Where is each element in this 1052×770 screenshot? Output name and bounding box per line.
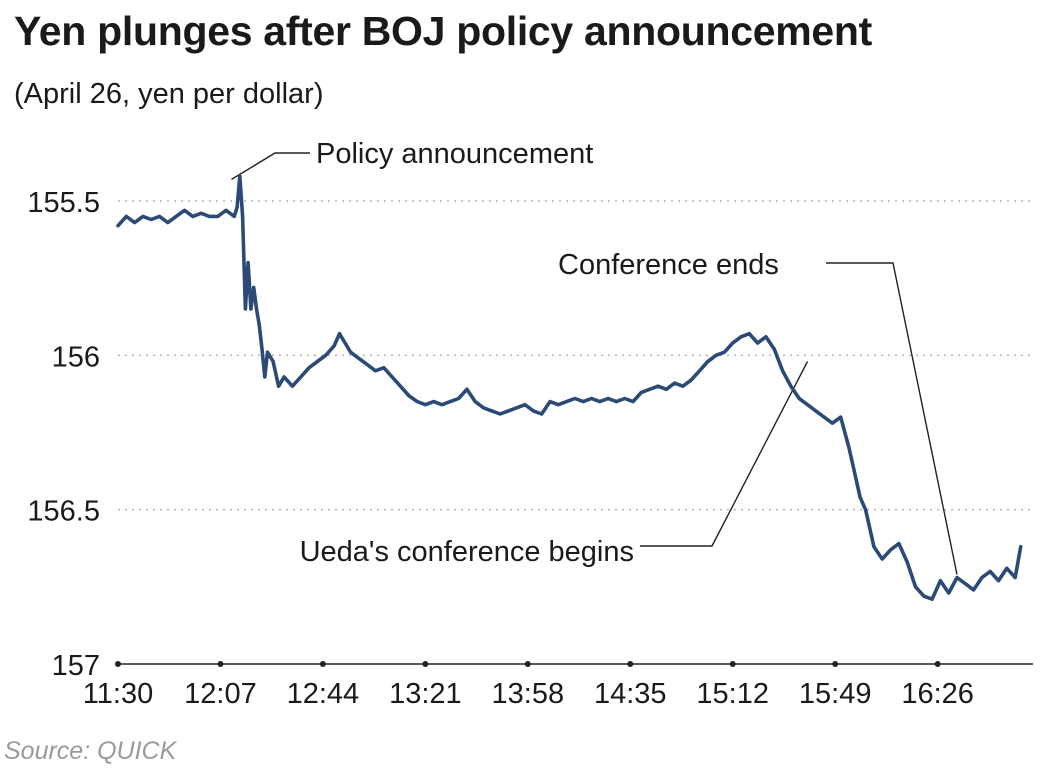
x-tick-label: 13:21 bbox=[389, 678, 462, 710]
annotation-leader-line bbox=[640, 361, 809, 547]
x-tick-mark bbox=[422, 660, 429, 667]
x-tick-mark bbox=[832, 660, 839, 667]
chart-title: Yen plunges after BOJ policy announcemen… bbox=[14, 8, 872, 54]
x-tick-mark bbox=[319, 660, 326, 667]
annotation-label: Policy announcement bbox=[316, 138, 593, 170]
x-tick-label: 13:58 bbox=[492, 678, 565, 710]
y-tick-label: 155.5 bbox=[27, 187, 100, 219]
gridlines bbox=[118, 200, 1033, 511]
annotation-leader-line bbox=[826, 262, 958, 575]
x-tick-mark bbox=[934, 660, 941, 667]
x-tick-label: 15:49 bbox=[799, 678, 872, 710]
line-chart: 155.5 156 156.5 157 11:30 12:07 12:44 13:21 13:… bbox=[27, 138, 1033, 710]
x-tick-label: 11:30 bbox=[83, 678, 153, 710]
x-tick-label: 12:07 bbox=[184, 678, 257, 710]
annotation-label: Ueda's conference begins bbox=[300, 536, 634, 568]
x-tick-label: 12:44 bbox=[287, 678, 360, 710]
x-tick-mark bbox=[217, 660, 224, 667]
annotation-leader-line bbox=[231, 152, 310, 180]
x-tick-mark bbox=[524, 660, 531, 667]
source-note: Source: QUICK bbox=[4, 737, 177, 765]
x-tick-mark bbox=[115, 660, 121, 667]
x-axis bbox=[115, 660, 1033, 667]
x-axis-labels: 11:30 12:07 12:44 13:21 13:58 14:35 15:12 15:49… bbox=[83, 678, 974, 710]
y-tick-label: 156 bbox=[52, 341, 100, 373]
y-axis-labels: 155.5 156 156.5 157 bbox=[27, 187, 100, 682]
annotations: Policy announcement Conference ends Ueda's… bbox=[231, 138, 958, 575]
x-tick-mark bbox=[627, 660, 634, 667]
y-tick-label: 157 bbox=[52, 650, 100, 682]
x-tick-mark bbox=[729, 660, 736, 667]
y-tick-label: 156.5 bbox=[27, 496, 100, 528]
annotation-label: Conference ends bbox=[558, 249, 779, 281]
series-line bbox=[116, 174, 1023, 601]
chart-subtitle: (April 26, yen per dollar) bbox=[14, 78, 324, 110]
x-tick-label: 14:35 bbox=[594, 678, 667, 710]
x-tick-label: 15:12 bbox=[696, 678, 769, 710]
x-tick-label: 16:26 bbox=[901, 678, 974, 710]
series-layer bbox=[116, 174, 1023, 601]
